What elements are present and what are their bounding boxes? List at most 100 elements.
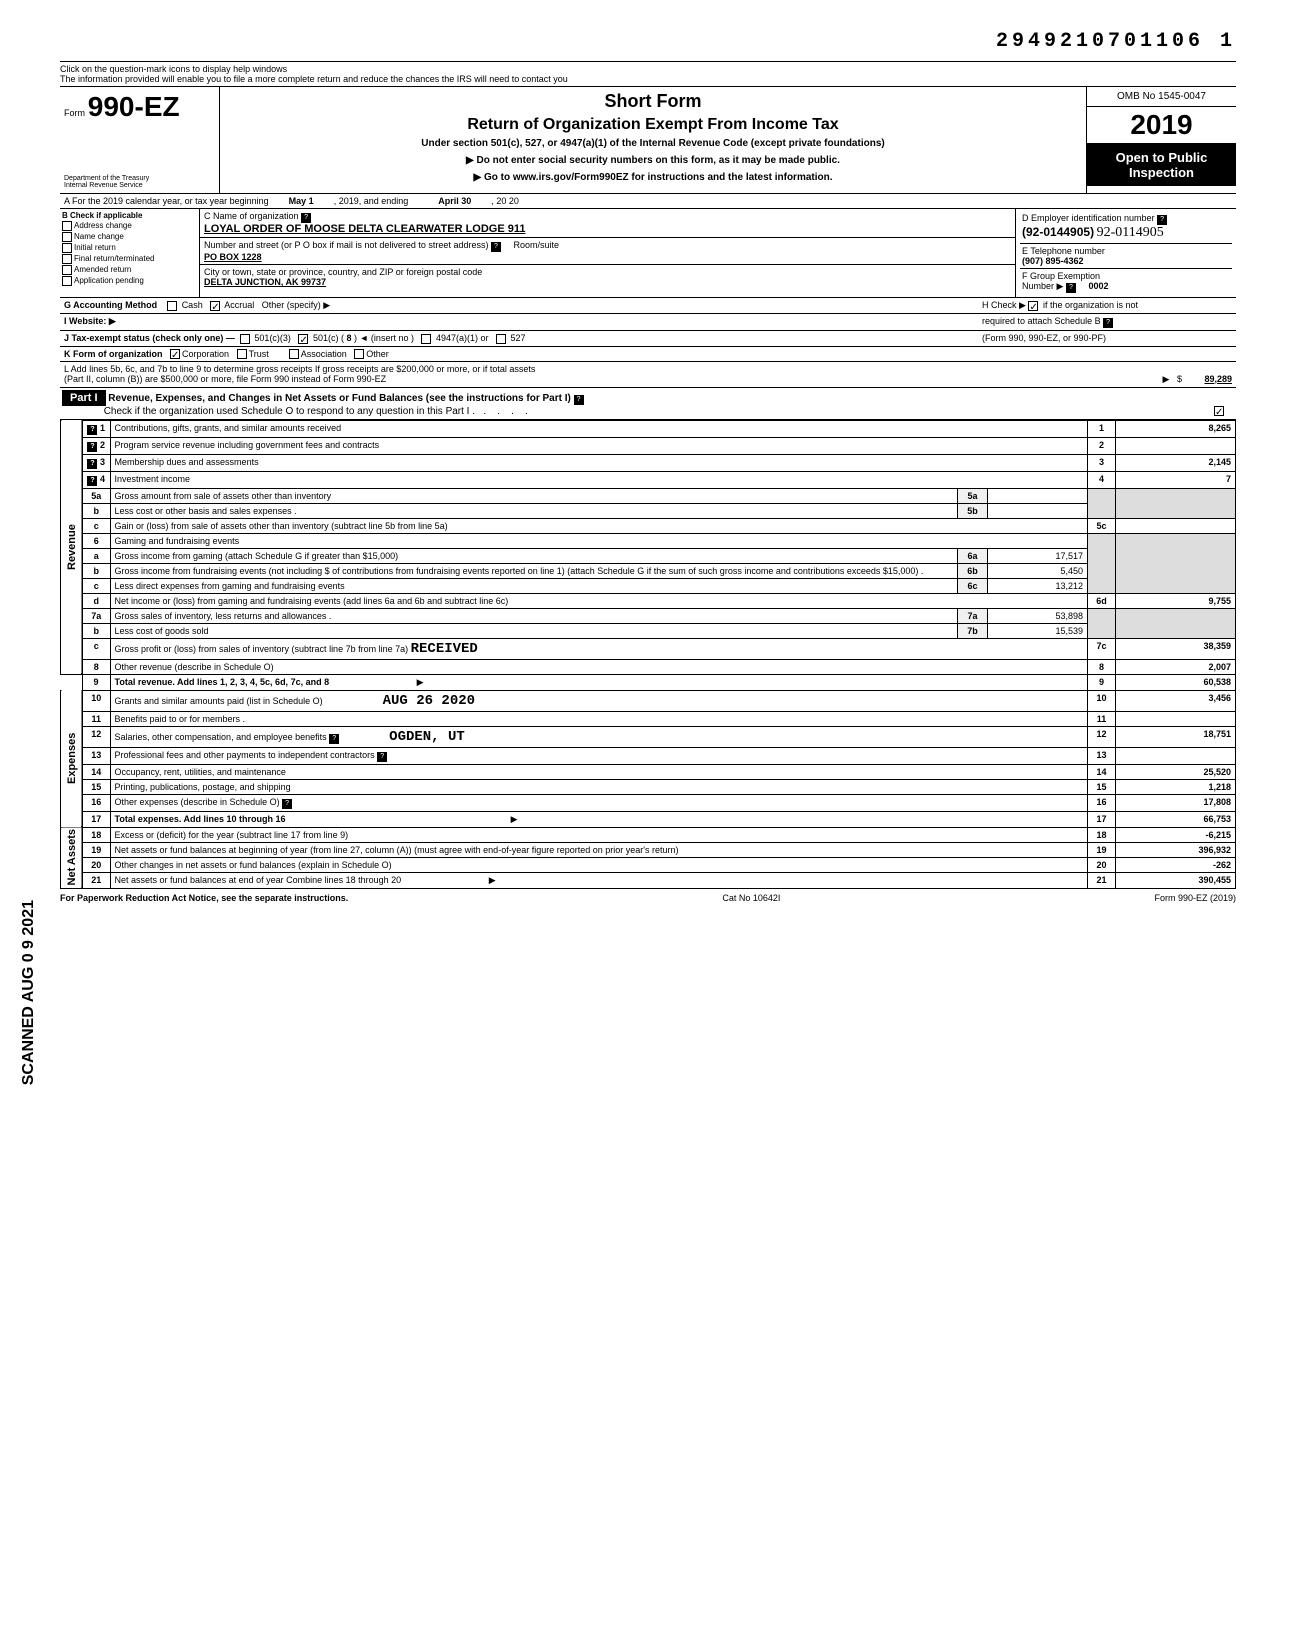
received-stamp: RECEIVED <box>411 641 478 657</box>
help-line-2: The information provided will enable you… <box>60 74 1236 84</box>
line-3-desc: Membership dues and assessments <box>110 454 1088 471</box>
line-1-desc: Contributions, gifts, grants, and simila… <box>110 420 1088 437</box>
line-6d-desc: Net income or (loss) from gaming and fun… <box>110 593 1088 608</box>
end-month: April 30 <box>438 196 471 206</box>
line-6-desc: Gaming and fundraising events <box>110 533 1088 548</box>
help-line-1: Click on the question-mark icons to disp… <box>60 64 1236 74</box>
line-5c-value <box>1116 518 1236 533</box>
line-10-desc: Grants and similar amounts paid (list in… <box>110 690 1088 711</box>
help-icon[interactable]: ? <box>301 213 311 223</box>
line-8-desc: Other revenue (describe in Schedule O) <box>110 659 1088 674</box>
line-10-value: 3,456 <box>1116 690 1236 711</box>
line-13-desc: Professional fees and other payments to … <box>110 747 1088 764</box>
ein-handwritten: 92-0114905 <box>1097 225 1164 240</box>
association-checkbox[interactable] <box>289 349 299 359</box>
initial-return-checkbox[interactable] <box>62 243 72 253</box>
net-assets-side-label: Net Assets <box>61 827 83 888</box>
help-icon[interactable]: ? <box>574 395 584 405</box>
line-6a-desc: Gross income from gaming (attach Schedul… <box>110 548 958 563</box>
line-21-desc: Net assets or fund balances at end of ye… <box>110 872 1088 888</box>
schedule-o-checkbox[interactable] <box>1214 406 1224 416</box>
name-change-checkbox[interactable] <box>62 232 72 242</box>
section-g-label: G Accounting Method <box>64 300 157 310</box>
line-5c-desc: Gain or (loss) from sale of assets other… <box>110 518 1088 533</box>
line-7c-value: 38,359 <box>1116 638 1236 659</box>
501c3-checkbox[interactable] <box>240 334 250 344</box>
help-icon[interactable]: ? <box>1103 318 1113 328</box>
line-19-value: 396,932 <box>1116 842 1236 857</box>
501c-checkbox[interactable] <box>298 334 308 344</box>
schedule-b-checkbox[interactable] <box>1028 301 1038 311</box>
line-14-desc: Occupancy, rent, utilities, and maintena… <box>110 764 1088 779</box>
form-prefix: Form <box>64 108 85 118</box>
line-2-value <box>1116 437 1236 454</box>
mid-text: , 2019, and ending <box>334 196 409 206</box>
line-21-value: 390,455 <box>1116 872 1236 888</box>
address-change-checkbox[interactable] <box>62 221 72 231</box>
line-9-desc: Total revenue. Add lines 1, 2, 3, 4, 5c,… <box>110 674 1088 690</box>
line-5a-value <box>988 488 1088 503</box>
section-l-arrow: ▶ <box>1163 374 1170 384</box>
line-9-value: 60,538 <box>1116 674 1236 690</box>
line-6b-desc: Gross income from fundraising events (no… <box>110 563 958 578</box>
line-20-desc: Other changes in net assets or fund bala… <box>110 857 1088 872</box>
gross-receipts: 89,289 <box>1204 374 1232 384</box>
section-l-dollar: $ <box>1177 374 1182 384</box>
form-number: 990-EZ <box>88 91 180 122</box>
addr-label: Number and street (or P O box if mail is… <box>204 240 488 250</box>
help-icon[interactable]: ? <box>491 242 501 252</box>
amended-return-checkbox[interactable] <box>62 265 72 275</box>
line-16-value: 17,808 <box>1116 794 1236 811</box>
line-6b-value: 5,450 <box>988 563 1088 578</box>
line-17-value: 66,753 <box>1116 811 1236 827</box>
help-icon[interactable]: ? <box>87 476 97 486</box>
line-7b-value: 15,539 <box>988 623 1088 638</box>
public-inspection: Open to Public Inspection <box>1087 144 1236 186</box>
4947-checkbox[interactable] <box>421 334 431 344</box>
line-6c-value: 13,212 <box>988 578 1088 593</box>
section-i-row: I Website: ▶ required to attach Schedule… <box>60 314 1236 331</box>
line-20-value: -262 <box>1116 857 1236 872</box>
section-h-text3: required to attach Schedule B <box>982 316 1101 326</box>
line-3-value: 2,145 <box>1116 454 1236 471</box>
cash-checkbox[interactable] <box>167 301 177 311</box>
help-icon[interactable]: ? <box>87 425 97 435</box>
line-6a-value: 17,517 <box>988 548 1088 563</box>
help-text-box: Click on the question-mark icons to disp… <box>60 61 1236 87</box>
part-1-check-text: Check if the organization used Schedule … <box>104 406 475 417</box>
line-19-desc: Net assets or fund balances at beginning… <box>110 842 1088 857</box>
line-16-desc: Other expenses (describe in Schedule O) … <box>110 794 1088 811</box>
help-icon[interactable]: ? <box>329 734 339 744</box>
line-15-desc: Printing, publications, postage, and shi… <box>110 779 1088 794</box>
line-4-value: 7 <box>1116 471 1236 488</box>
ein: (92-0144905) <box>1022 225 1094 239</box>
help-icon[interactable]: ? <box>282 799 292 809</box>
short-form-title: Short Form <box>230 91 1076 112</box>
line-8-value: 2,007 <box>1116 659 1236 674</box>
help-icon[interactable]: ? <box>87 459 97 469</box>
street-address: PO BOX 1228 <box>204 252 262 262</box>
527-checkbox[interactable] <box>496 334 506 344</box>
application-pending-checkbox[interactable] <box>62 276 72 286</box>
telephone: (907) 895-4362 <box>1022 256 1084 266</box>
line-18-desc: Excess or (deficit) for the year (subtra… <box>110 827 1088 842</box>
help-icon[interactable]: ? <box>1066 283 1076 293</box>
section-l-text2: (Part II, column (B)) are $500,000 or mo… <box>64 374 386 385</box>
line-12-value: 18,751 <box>1116 726 1236 747</box>
help-icon[interactable]: ? <box>87 442 97 452</box>
final-return-checkbox[interactable] <box>62 254 72 264</box>
trust-checkbox[interactable] <box>237 349 247 359</box>
line-15-value: 1,218 <box>1116 779 1236 794</box>
accrual-checkbox[interactable] <box>210 301 220 311</box>
tax-year: 2019 <box>1087 107 1236 144</box>
help-icon[interactable]: ? <box>1157 215 1167 225</box>
group-exemption-number: 0002 <box>1088 281 1108 291</box>
line-5b-desc: Less cost or other basis and sales expen… <box>110 503 958 518</box>
org-info-section: B Check if applicable Address change Nam… <box>60 209 1236 298</box>
dept-line-1: Department of the Treasury <box>64 175 215 182</box>
other-org-checkbox[interactable] <box>354 349 364 359</box>
corporation-checkbox[interactable] <box>170 349 180 359</box>
help-icon[interactable]: ? <box>377 752 387 762</box>
section-c-label: C Name of organization <box>204 211 299 221</box>
revenue-side-label: Revenue <box>61 420 83 674</box>
